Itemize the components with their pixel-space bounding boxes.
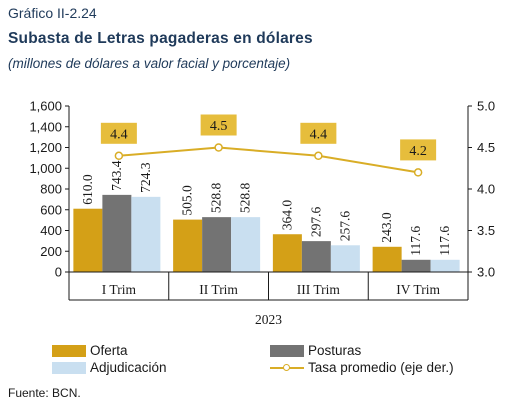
legend-item-posturas: Posturas (270, 343, 361, 358)
chart-title: Subasta de Letras pagaderas en dólares (8, 30, 313, 47)
data-label-posturas: 297.6 (308, 206, 323, 237)
legend-swatch-oferta (52, 344, 86, 357)
tasa-label: 4.2 (409, 144, 427, 159)
legend-line-tasa (270, 362, 304, 374)
bar-posturas (301, 241, 331, 272)
legend-label-posturas: Posturas (308, 343, 362, 358)
category-label: III Trim (297, 282, 341, 297)
data-label-adjudicacion: 257.6 (337, 211, 352, 242)
legend-label-oferta: Oferta (90, 343, 128, 358)
tasa-point (413, 168, 423, 177)
bar-oferta (73, 208, 103, 272)
legend-label-adjudicacion: Adjudicación (90, 360, 167, 375)
legend-swatch-adjudicacion (52, 361, 86, 374)
bar-oferta (272, 234, 302, 272)
tasa-label: 4.4 (110, 127, 128, 142)
left-axis-tick-label: 1,000 (29, 161, 62, 176)
data-label-adjudicacion: 724.3 (138, 162, 153, 193)
tasa-point (114, 151, 124, 161)
data-label-posturas: 743.4 (109, 160, 124, 191)
data-label-oferta: 505.0 (180, 185, 195, 216)
left-axis-tick-label: 600 (40, 202, 62, 217)
right-axis-tick-label: 4.5 (477, 140, 495, 155)
tasa-label: 4.5 (210, 119, 228, 134)
bar-adjudicacion (231, 217, 261, 272)
bar-adjudicacion (131, 196, 161, 272)
bar-posturas (401, 259, 431, 272)
category-label: I Trim (102, 282, 137, 297)
right-axis-tick-label: 4.0 (477, 182, 495, 197)
data-label-oferta: 243.0 (379, 212, 394, 243)
source-note: Fuente: BCN. (8, 386, 81, 400)
bar-adjudicacion (430, 259, 460, 272)
legend-item-oferta: Oferta (52, 343, 128, 358)
left-axis-tick-label: 200 (40, 244, 62, 259)
legend-item-tasa: Tasa promedio (eje der.) (270, 360, 454, 375)
data-label-oferta: 364.0 (279, 200, 294, 231)
tasa-label: 4.4 (310, 127, 328, 142)
category-label: IV Trim (396, 282, 440, 297)
data-label-adjudicacion: 528.8 (238, 183, 253, 214)
tasa-line (118, 146, 419, 174)
bar-oferta (372, 246, 402, 272)
left-axis-tick-label: 1,600 (29, 99, 62, 114)
data-label-oferta: 610.0 (80, 174, 95, 205)
tasa-label-box (100, 122, 137, 144)
data-label-posturas: 117.6 (408, 226, 423, 256)
right-axis-tick-label: 5.0 (477, 99, 495, 114)
year-group-label: 2023 (255, 312, 282, 327)
tasa-label-box (400, 139, 437, 161)
left-axis-tick-label: 1,200 (29, 140, 62, 155)
bar-posturas (102, 194, 132, 272)
left-axis-tick-label: 800 (40, 182, 62, 197)
legend-item-adjudicacion: Adjudicación (52, 360, 167, 375)
data-label-adjudicacion: 117.6 (437, 226, 452, 256)
right-axis-tick-label: 3.0 (477, 265, 495, 280)
left-axis-tick-label: 0 (55, 265, 62, 280)
chart-subtitle: (millones de dólares a valor facial y po… (8, 56, 291, 71)
bar-adjudicacion (330, 245, 360, 272)
tasa-point (214, 143, 223, 152)
bar-posturas (202, 217, 232, 272)
tasa-label-box (200, 114, 237, 136)
figure-label: Gráfico II-2.24 (8, 5, 97, 21)
legend-swatch-posturas (270, 344, 304, 357)
left-axis-tick-label: 400 (40, 223, 62, 238)
tasa-label-box (300, 122, 337, 144)
data-label-posturas: 528.8 (209, 183, 224, 214)
left-axis-tick-label: 1,400 (29, 119, 62, 134)
bar-oferta (173, 219, 203, 272)
category-label: II Trim (199, 282, 238, 297)
right-axis-tick-label: 3.5 (477, 223, 495, 238)
legend-label-tasa: Tasa promedio (eje der.) (308, 360, 454, 375)
tasa-point (314, 151, 323, 161)
